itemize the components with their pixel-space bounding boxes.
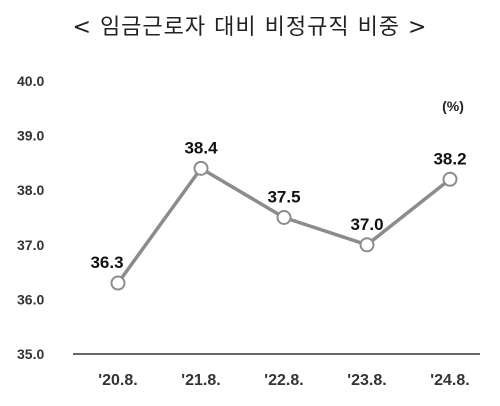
data-point — [359, 237, 375, 253]
x-tick-label: '24.8. — [430, 372, 469, 389]
data-point — [193, 160, 209, 176]
y-tick-label: 39.0 — [17, 128, 44, 144]
x-tick-label: '21.8. — [181, 372, 220, 389]
data-point — [276, 210, 292, 225]
series-line — [116, 166, 452, 285]
data-labels: 36.3 38.4 37.5 37.0 38.2 — [90, 138, 466, 272]
y-tick-label: 38.0 — [17, 182, 44, 198]
y-tick-label: 35.0 — [17, 346, 44, 362]
data-point — [110, 275, 126, 291]
data-label: 38.4 — [184, 138, 218, 157]
x-axis-ticks: '20.8. '21.8. '22.8. '23.8. '24.8. — [98, 372, 469, 389]
x-tick-label: '22.8. — [264, 372, 303, 389]
data-markers — [110, 160, 458, 291]
y-tick-label: 40.0 — [17, 73, 44, 89]
x-tick-label: '20.8. — [98, 372, 137, 389]
data-label: 36.3 — [90, 253, 123, 272]
x-tick-label: '23.8. — [347, 372, 386, 389]
data-label: 38.2 — [433, 149, 466, 168]
y-tick-label: 37.0 — [17, 237, 44, 253]
data-label: 37.5 — [267, 188, 300, 207]
chart-title: < 임금근로자 대비 비정규직 비중 > — [72, 15, 428, 40]
y-axis-ticks: 35.0 36.0 37.0 38.0 39.0 40.0 — [17, 73, 44, 362]
data-point — [442, 171, 458, 187]
y-tick-label: 36.0 — [17, 291, 44, 307]
data-label: 37.0 — [350, 215, 383, 234]
unit-label: (%) — [442, 98, 464, 114]
